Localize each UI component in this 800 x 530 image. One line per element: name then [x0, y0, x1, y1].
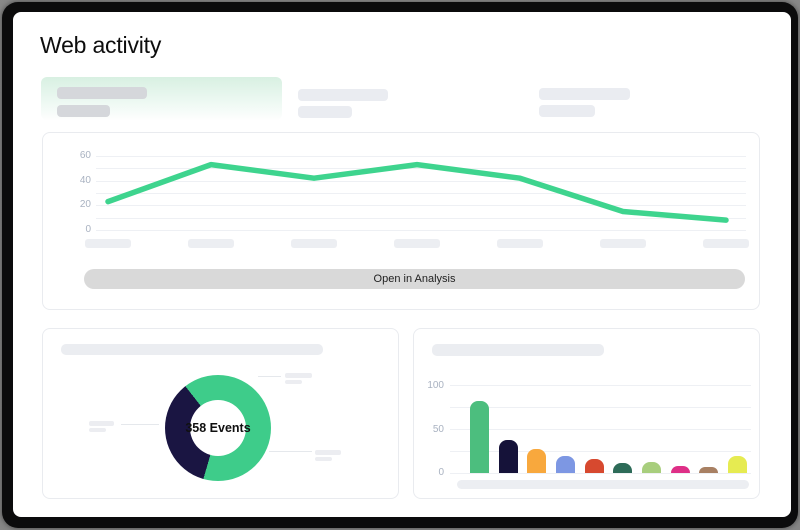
bar-chart-grid: [450, 329, 751, 498]
line-ytick-0: 0: [85, 224, 91, 235]
bar-gridline: [450, 407, 751, 409]
donut-callout-bottom-right-skeleton-2: [315, 457, 332, 461]
tab-selected-title-skeleton: [57, 87, 147, 99]
tab-3-title-skeleton: [539, 88, 630, 100]
bar-chart-card: 100 50 0: [413, 328, 760, 499]
bar-xaxis-label-skeleton: [457, 480, 749, 489]
bar-6: [613, 462, 633, 473]
bar-card-title-skeleton: [432, 344, 604, 356]
bar-gridline: [450, 472, 751, 474]
donut-hole: [190, 400, 246, 456]
bar-gridline: [450, 450, 751, 452]
bar-ytick-100: 100: [427, 380, 444, 391]
line-ytick-40: 40: [79, 175, 91, 186]
line-chart-xticks: [43, 133, 759, 309]
line-xtick-skeleton: [497, 239, 543, 248]
donut-callout-left-skeleton-1: [89, 421, 114, 426]
tab-2-title-skeleton: [298, 89, 388, 101]
tab-selected-subtitle-skeleton: [57, 105, 110, 117]
donut-callout-line-bottom-right: [269, 451, 312, 452]
bar-gridline: [450, 429, 751, 430]
bar-ytick-0: 0: [438, 467, 444, 478]
line-xtick-skeleton: [394, 239, 440, 248]
bar-ytick-50: 50: [432, 424, 444, 435]
line-gridline: [96, 230, 746, 231]
bar-9: [699, 466, 719, 473]
line-ytick-60: 60: [79, 150, 91, 161]
bar-series: [470, 385, 747, 473]
tab-3-subtitle-skeleton: [539, 105, 595, 117]
line-xtick-skeleton: [85, 239, 131, 248]
donut-callout-bottom-right-skeleton-1: [315, 450, 341, 455]
line-xtick-skeleton: [703, 239, 749, 248]
bar-10: [727, 455, 747, 473]
donut-center-label: 358 Events: [185, 421, 251, 435]
donut-callout-top-right-skeleton-1: [285, 373, 312, 378]
line-gridline: [96, 156, 746, 157]
bar-7: [641, 461, 661, 473]
bar-3: [527, 448, 547, 473]
line-xtick-skeleton: [600, 239, 646, 248]
donut-callout-line-left: [121, 424, 159, 425]
bar-5: [584, 459, 604, 473]
bar-2: [498, 439, 518, 473]
donut-card-title-skeleton: [61, 344, 323, 355]
tab-2-subtitle-skeleton: [298, 106, 352, 118]
tab-selected[interactable]: [41, 77, 282, 120]
open-in-analysis-button[interactable]: Open in Analysis: [84, 269, 745, 289]
bar-8: [670, 466, 690, 473]
line-chart-card: 60 40 20 0 Open in Analysis: [42, 132, 760, 310]
donut-callout-top-right-skeleton-2: [285, 380, 302, 384]
dashboard-panel: Web activity 60 40 20 0 Open in Analysis: [13, 12, 791, 517]
donut-callout-left-skeleton-2: [89, 428, 106, 432]
line-xtick-skeleton: [188, 239, 234, 248]
donut-chart-card: 358 Events: [42, 328, 399, 499]
page-title: Web activity: [40, 32, 162, 58]
line-ytick-20: 20: [79, 199, 91, 210]
bar-4: [555, 455, 575, 473]
line-xtick-skeleton: [291, 239, 337, 248]
donut-callout-line-top-right: [258, 376, 281, 377]
bar-gridline: [450, 385, 751, 387]
bar-1: [470, 401, 489, 473]
